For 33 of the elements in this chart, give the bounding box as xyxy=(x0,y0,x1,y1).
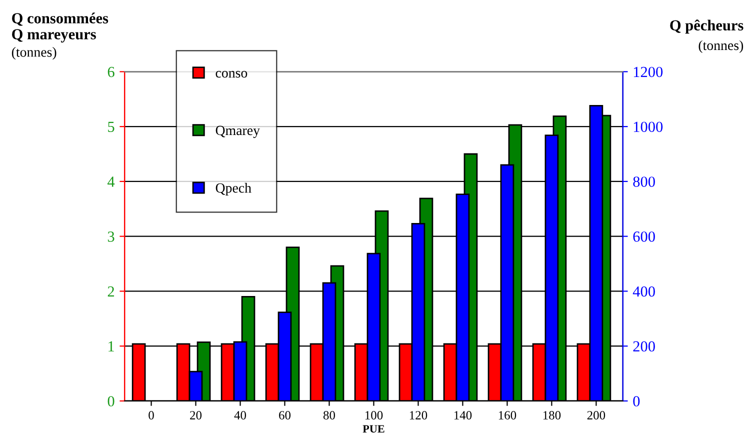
x-tick-label: 140 xyxy=(454,411,472,420)
x-tick-label: 0 xyxy=(148,411,154,420)
y-tick-label: 6 xyxy=(108,66,114,78)
text: (tonnes) xyxy=(698,40,744,53)
legend-label: Qmarey xyxy=(216,126,260,138)
y2-tick-label: 400 xyxy=(632,286,655,297)
legend-label: conso xyxy=(216,70,248,78)
x-tick-label: 80 xyxy=(323,411,336,420)
text: (tonnes) xyxy=(12,47,56,60)
y-axis-title: Q consommées Q mareyeurs xyxy=(12,12,108,43)
y-tick-label: 3 xyxy=(108,232,114,242)
y2-axis-title: Q pêcheurs xyxy=(670,20,744,34)
x-tick-label: 180 xyxy=(543,411,561,420)
y-tick-label: 0 xyxy=(108,396,114,406)
x-tick-label: 160 xyxy=(498,411,516,420)
x-tick-label: 200 xyxy=(587,411,606,420)
y2-tick-label: 600 xyxy=(633,231,655,242)
y-tick-label: 2 xyxy=(108,286,114,296)
legend-label: Qpech xyxy=(216,182,252,196)
y2-tick-label: 1200 xyxy=(634,66,663,78)
x-tick-label: 120 xyxy=(410,411,428,420)
x-axis-title: PUE xyxy=(362,425,384,433)
y2-tick-label: 200 xyxy=(633,341,655,352)
y-tick-label: 5 xyxy=(108,122,114,132)
x-tick-label: 20 xyxy=(190,411,202,420)
y-tick-label: 1 xyxy=(108,341,114,352)
x-tick-label: 60 xyxy=(279,411,291,420)
y2-tick-label: 1000 xyxy=(634,122,663,132)
y2-tick-label: 800 xyxy=(633,176,655,187)
y2-tick-label: 0 xyxy=(633,396,640,406)
y-tick-label: 4 xyxy=(108,176,115,187)
x-tick-label: 40 xyxy=(234,411,246,420)
x-tick-label: 100 xyxy=(365,411,383,420)
